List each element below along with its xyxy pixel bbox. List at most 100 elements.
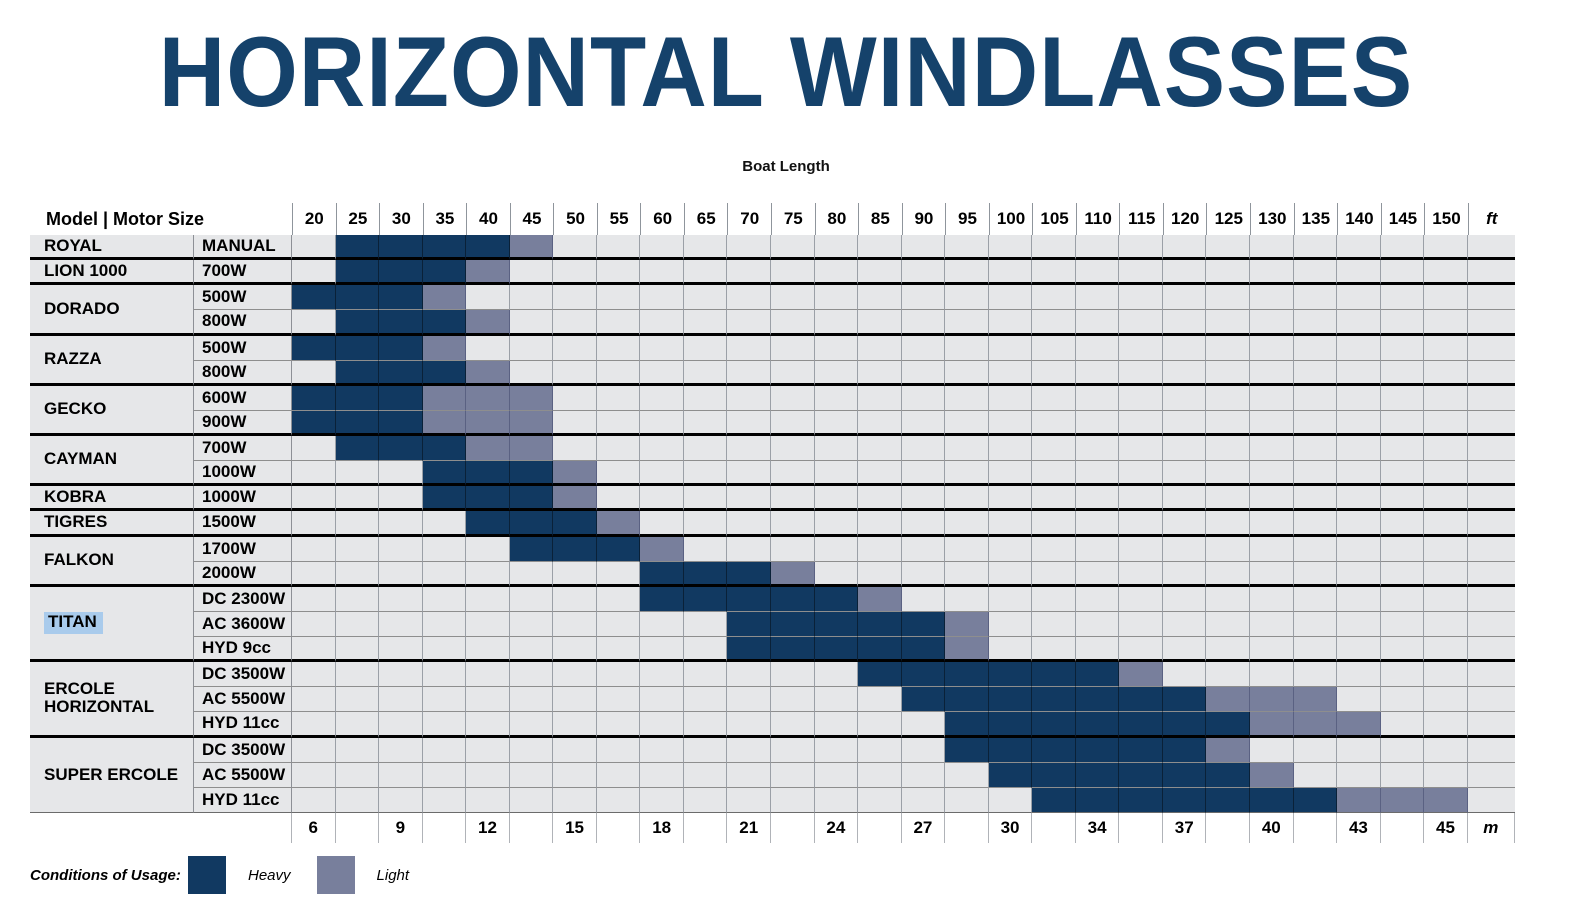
motor-cell: 600W (193, 385, 292, 411)
usage-cell-empty (858, 335, 902, 361)
usage-cell-empty (640, 385, 684, 411)
usage-cell-empty (1119, 561, 1163, 587)
usage-cell-empty (945, 511, 989, 537)
usage-cell-empty (814, 410, 859, 436)
usage-cell-empty (858, 436, 902, 462)
usage-cell-empty (1424, 235, 1468, 261)
usage-cell-empty (292, 762, 336, 788)
usage-cell-empty (1162, 586, 1207, 612)
usage-cell-empty (1206, 310, 1251, 336)
usage-cell-empty (901, 561, 946, 587)
usage-cell-empty (1206, 637, 1251, 663)
usage-cell-heavy (1206, 762, 1251, 788)
usage-cell-empty (596, 260, 641, 286)
usage-cell-heavy (553, 536, 597, 562)
usage-cell-empty (988, 486, 1033, 512)
usage-cell-empty (1119, 235, 1163, 261)
usage-cell-empty (1424, 637, 1468, 663)
usage-cell-empty (1380, 410, 1425, 436)
usage-cell-empty (640, 662, 684, 688)
usage-cell-empty (727, 235, 772, 261)
column-header-ft-150: 150 (1424, 203, 1468, 235)
usage-cell-empty (1337, 486, 1381, 512)
motor-cell: 700W (193, 260, 292, 286)
usage-cell-empty (1380, 637, 1425, 663)
usage-cell-heavy (1032, 662, 1076, 688)
usage-cell-empty (901, 436, 946, 462)
usage-cell-empty (683, 335, 728, 361)
usage-cell-empty (683, 260, 728, 286)
usage-cell-empty (1075, 385, 1120, 411)
usage-cell-empty (422, 687, 467, 713)
usage-cell-empty (292, 561, 336, 587)
usage-cell-empty (1119, 260, 1163, 286)
usage-cell-empty (1424, 260, 1468, 286)
usage-cell-empty (509, 561, 554, 587)
usage-cell-empty (1293, 385, 1338, 411)
usage-cell-empty (1032, 310, 1076, 336)
usage-cell-empty (1206, 561, 1251, 587)
model-cell-titan: TITAN (30, 586, 193, 663)
usage-cell-heavy (335, 260, 380, 286)
usage-cell-empty (640, 611, 684, 637)
usage-cell-empty (640, 410, 684, 436)
usage-cell-empty (814, 385, 859, 411)
motor-cell: 1000W (193, 486, 292, 512)
column-header-ft-120: 120 (1162, 203, 1207, 235)
motor-cell: DC 2300W (193, 586, 292, 612)
usage-cell-empty (640, 737, 684, 763)
usage-cell-empty (335, 787, 380, 813)
usage-cell-heavy (466, 461, 510, 487)
usage-cell-heavy (1075, 762, 1120, 788)
usage-cell-empty (858, 787, 902, 813)
usage-cell-empty (771, 536, 815, 562)
usage-cell-empty (814, 310, 859, 336)
usage-cell-empty (1032, 335, 1076, 361)
usage-cell-empty (1337, 687, 1381, 713)
usage-cell-empty (1380, 536, 1425, 562)
usage-cell-heavy (771, 637, 815, 663)
usage-cell-empty (1293, 410, 1338, 436)
usage-cell-empty (727, 310, 772, 336)
usage-cell-empty (858, 712, 902, 738)
motor-cell: 2000W (193, 561, 292, 587)
usage-cell-empty (379, 611, 423, 637)
usage-cell-empty (858, 511, 902, 537)
usage-cell-empty (1293, 662, 1338, 688)
usage-cell-heavy (292, 385, 336, 411)
usage-cell-empty (1424, 586, 1468, 612)
page-title: HORIZONTAL WINDLASSES (158, 17, 1414, 128)
usage-cell-heavy (379, 285, 423, 311)
usage-cell-empty (727, 285, 772, 311)
usage-cell-empty (1250, 637, 1294, 663)
usage-cell-empty (1206, 611, 1251, 637)
usage-cell-empty (1119, 637, 1163, 663)
usage-cell-empty (683, 461, 728, 487)
usage-cell-empty (1380, 310, 1425, 336)
usage-cell-empty (1337, 737, 1381, 763)
usage-cell-empty (1337, 260, 1381, 286)
usage-cell-empty (640, 235, 684, 261)
usage-cell-empty (379, 586, 423, 612)
usage-cell-empty (335, 536, 380, 562)
usage-cell-empty (901, 285, 946, 311)
usage-cell-empty (683, 637, 728, 663)
usage-cell-heavy (945, 662, 989, 688)
usage-cell-empty (640, 511, 684, 537)
usage-cell-empty (1119, 385, 1163, 411)
usage-cell-empty (1337, 285, 1381, 311)
usage-cell-light (596, 511, 641, 537)
usage-cell-empty (1424, 410, 1468, 436)
column-header-ft-60: 60 (640, 203, 684, 235)
usage-cell-empty (988, 260, 1033, 286)
usage-cell-empty (1337, 762, 1381, 788)
usage-cell-empty (422, 586, 467, 612)
usage-cell-empty (422, 787, 467, 813)
usage-cell-empty (858, 385, 902, 411)
usage-cell-empty (814, 235, 859, 261)
usage-cell-empty (1424, 561, 1468, 587)
motor-cell: MANUAL (193, 235, 292, 261)
usage-cell-empty (945, 385, 989, 411)
usage-cell-empty (727, 737, 772, 763)
usage-cell-light (1119, 662, 1163, 688)
